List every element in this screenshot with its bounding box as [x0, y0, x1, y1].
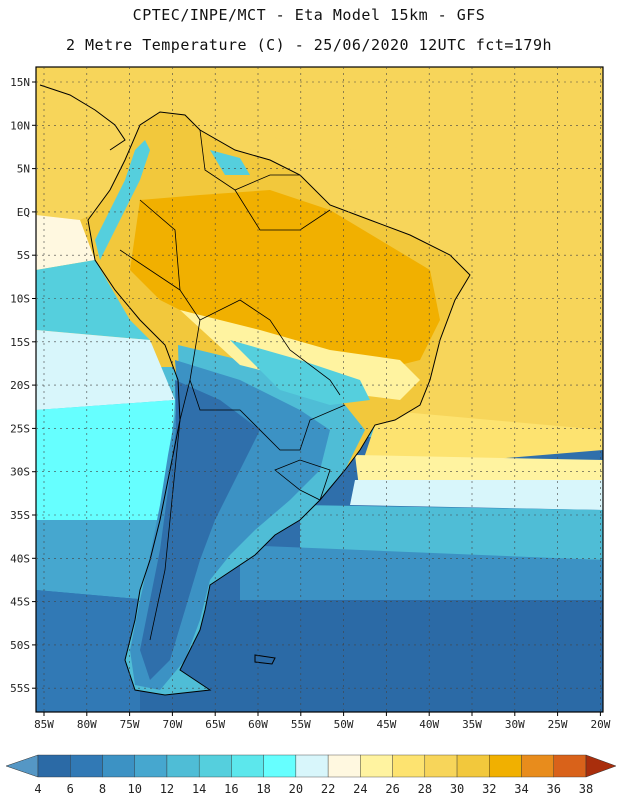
lon-tick-label: 65W	[205, 718, 225, 731]
colorbar-segment	[553, 754, 587, 778]
colorbar-label: 20	[289, 782, 303, 796]
map-title: CPTEC/INPE/MCT - Eta Model 15km - GFS	[132, 6, 486, 24]
lon-tick-label: 35W	[462, 718, 482, 731]
lon-tick-label: 20W	[590, 718, 610, 731]
colorbar-segment	[424, 754, 458, 778]
colorbar-label: 32	[482, 782, 496, 796]
lat-tick-label: 20S	[10, 379, 30, 392]
colorbar-segment	[327, 754, 361, 778]
lat-tick-label: 30S	[10, 466, 30, 479]
lon-tick-label: 25W	[548, 718, 568, 731]
colorbar-segment	[489, 754, 522, 778]
colorbar-label: 10	[127, 782, 141, 796]
colorbar-low-arrow	[5, 754, 39, 778]
lat-tick-label: 50S	[10, 639, 30, 652]
colorbar-segment	[102, 754, 135, 778]
lon-tick-label: 30W	[505, 718, 525, 731]
colorbar-label: 30	[450, 782, 464, 796]
colorbar-segment	[456, 754, 490, 778]
lon-tick-label: 50W	[334, 718, 354, 731]
colorbar-label: 34	[514, 782, 528, 796]
lat-tick-label: 10S	[10, 293, 30, 306]
colorbar-label: 16	[224, 782, 238, 796]
colorbar-label: 8	[99, 782, 106, 796]
colorbar-segment	[392, 754, 426, 778]
lat-tick-label: 15S	[10, 336, 30, 349]
colorbar-segment	[166, 754, 200, 778]
lat-tick-label: 40S	[10, 552, 30, 565]
temperature-colorbar: 4 6 8 10 12 14 16 18 20 22 24 26 28 30 32 34 36 38	[5, 754, 617, 796]
colorbar-label: 12	[160, 782, 174, 796]
colorbar-segment	[295, 754, 329, 778]
colorbar-segment	[231, 754, 264, 778]
lat-tick-label: 55S	[10, 682, 30, 695]
lat-tick-label: EQ	[17, 206, 30, 219]
lat-tick-label: 35S	[10, 509, 30, 522]
colorbar-label: 18	[256, 782, 270, 796]
colorbar-label: 24	[353, 782, 367, 796]
colorbar-label: 14	[192, 782, 206, 796]
lon-tick-label: 75W	[120, 718, 140, 731]
colorbar-segment	[198, 754, 232, 778]
colorbar-label: 6	[67, 782, 74, 796]
plot-frame	[35, 66, 604, 713]
lon-tick-label: 60W	[248, 718, 268, 731]
lat-tick-label: 25S	[10, 422, 30, 435]
lon-tick-label: 45W	[376, 718, 396, 731]
graticule	[36, 67, 603, 712]
temperature-field	[36, 67, 603, 712]
colorbar-segment	[263, 754, 297, 778]
colorbar-label: 26	[385, 782, 399, 796]
colorbar-label: 38	[579, 782, 593, 796]
colorbar-segment	[37, 754, 71, 778]
colorbar-label: 36	[547, 782, 561, 796]
lon-tick-label: 55W	[291, 718, 311, 731]
colorbar-high-arrow	[585, 754, 617, 778]
lat-tick-label: 15N	[10, 76, 30, 89]
lon-tick-label: 85W	[34, 718, 54, 731]
lon-tick-label: 80W	[77, 718, 97, 731]
lat-tick-label: 45S	[10, 596, 30, 609]
colorbar-segment	[521, 754, 554, 778]
longitude-labels: 85W 80W 75W 70W 65W 60W 55W 50W 45W 40W 35W 30W 25W 2…	[34, 712, 611, 731]
colorbar-label: 22	[321, 782, 335, 796]
lat-tick-label: 5N	[17, 163, 30, 176]
colorbar-label: 4	[34, 782, 41, 796]
latitude-labels: 15N 10N 5N EQ 5S 10S 15S 20S 25S 30S 35S 40S 45S 50S 5…	[10, 76, 36, 695]
lat-tick-label: 10N	[10, 119, 30, 132]
colorbar-segment	[360, 754, 393, 778]
map-subtitle: 2 Metre Temperature (C) - 25/06/2020 12U…	[65, 36, 553, 54]
lon-tick-label: 40W	[419, 718, 439, 731]
colorbar-label: 28	[418, 782, 432, 796]
colorbar-segment	[134, 754, 168, 778]
lat-tick-label: 5S	[17, 249, 30, 262]
colorbar-segment	[70, 754, 103, 778]
lon-tick-label: 70W	[162, 718, 182, 731]
